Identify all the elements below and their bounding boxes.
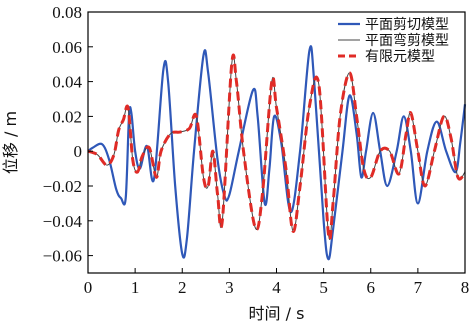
x-tick-label: 6 bbox=[367, 278, 376, 297]
series-line-1 bbox=[87, 45, 467, 261]
y-tick-label: −0.04 bbox=[43, 212, 83, 231]
x-axis-label: 时间 / s bbox=[249, 304, 305, 323]
y-tick-label: 0 bbox=[74, 142, 83, 161]
x-tick-label: 0 bbox=[84, 278, 93, 297]
x-tick-label: 1 bbox=[131, 278, 140, 297]
y-tick-label: 0.02 bbox=[52, 107, 82, 126]
legend-label-1: 平面剪切模型 bbox=[365, 17, 449, 33]
y-axis-label: 位移 / m bbox=[1, 111, 20, 174]
legend-label-3: 有限元模型 bbox=[365, 49, 435, 65]
x-tick-label: 7 bbox=[414, 278, 423, 297]
series-line-3 bbox=[87, 53, 467, 241]
x-tick-label: 4 bbox=[272, 278, 281, 297]
x-tick-label: 8 bbox=[461, 278, 470, 297]
y-tick-label: 0.04 bbox=[52, 73, 82, 92]
axis-ticks: 0 1 2 3 4 5 6 7 8 −0.06 −0.04 −0.02 0 0.02 0.04 0.06 0.0… bbox=[43, 3, 470, 297]
y-tick-label: −0.02 bbox=[43, 177, 82, 196]
legend-label-2: 平面弯剪模型 bbox=[365, 32, 449, 49]
y-tick-label: 0.06 bbox=[52, 38, 82, 57]
x-tick-label: 2 bbox=[178, 278, 187, 297]
y-tick-label: 0.08 bbox=[52, 3, 82, 22]
x-tick-label: 5 bbox=[319, 278, 328, 297]
y-tick-label: −0.06 bbox=[43, 247, 82, 266]
x-tick-label: 3 bbox=[225, 278, 234, 297]
plot-area bbox=[87, 45, 467, 261]
